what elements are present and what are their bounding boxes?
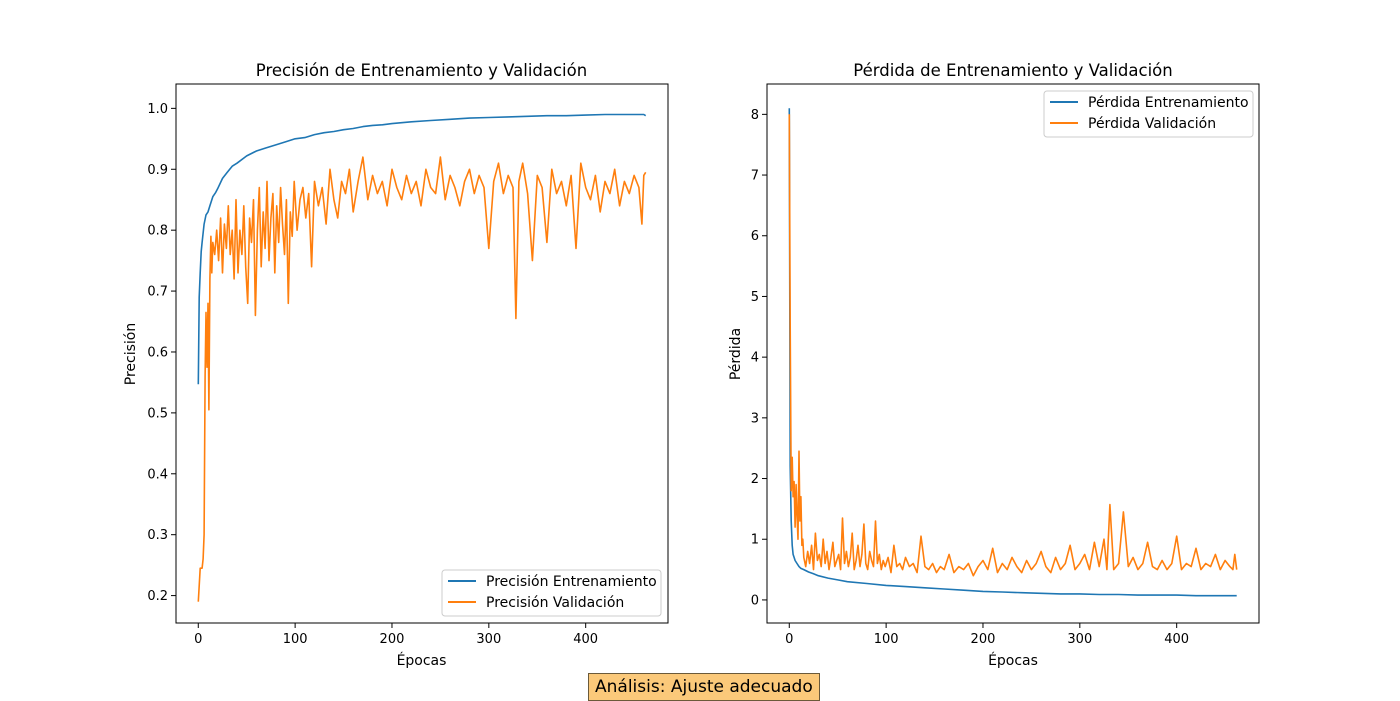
loss-legend-box [1043, 90, 1254, 138]
accuracy-x-ticks: 0 100 200 300 400 [194, 623, 598, 647]
accuracy-legend-box [441, 569, 662, 617]
accuracy-y-tick-label: 0.5 [147, 406, 168, 421]
loss-y-tick-label: 0 [751, 593, 759, 608]
loss-x-tick-label: 300 [1067, 632, 1092, 647]
accuracy-y-tick-label: 0.4 [147, 467, 168, 482]
accuracy-y-ticks: 0.2 0.3 0.4 0.5 0.6 0.7 0.8 0.9 1.0 [147, 102, 176, 604]
loss-plot-area [767, 84, 1259, 623]
accuracy-x-tick-label: 200 [380, 632, 405, 647]
loss-x-tick-label: 200 [971, 632, 996, 647]
accuracy-y-tick-label: 1.0 [147, 102, 168, 117]
loss-x-ticks: 0 100 200 300 400 [785, 623, 1189, 647]
loss-x-tick-label: 0 [785, 632, 793, 647]
loss-series-val-line [788, 114, 1238, 577]
loss-y-tick-label: 5 [751, 290, 759, 305]
accuracy-x-tick-label: 400 [573, 632, 598, 647]
accuracy-x-tick-label: 300 [476, 632, 501, 647]
loss-chart-title: Pérdida de Entrenamiento y Validación [853, 61, 1172, 80]
accuracy-plot-frame [175, 83, 669, 624]
accuracy-x-axis-label: Épocas [397, 652, 447, 669]
loss-chart: Pérdida de Entrenamiento y Validación 0 1… [728, 61, 1260, 669]
accuracy-x-tick-label: 100 [283, 632, 308, 647]
accuracy-plot-area [176, 84, 668, 623]
accuracy-legend: Precisión Entrenamiento Precisión Valida… [441, 569, 662, 617]
accuracy-series-val-line [197, 156, 647, 602]
loss-x-axis-label: Épocas [988, 652, 1038, 669]
accuracy-x-tick-label: 0 [194, 632, 202, 647]
loss-x-tick-label: 400 [1164, 632, 1189, 647]
accuracy-chart: Precisión de Entrenamiento y Validación … [123, 61, 669, 669]
loss-series-lines [788, 108, 1238, 597]
accuracy-y-tick-label: 0.2 [147, 589, 168, 604]
loss-y-tick-label: 4 [751, 351, 759, 366]
accuracy-chart-title: Precisión de Entrenamiento y Validación [256, 61, 587, 80]
loss-series-train-line [788, 108, 1237, 597]
loss-x-tick-label: 100 [874, 632, 899, 647]
analysis-label: Análisis: Ajuste adecuado [588, 673, 820, 701]
loss-legend-train-label: Pérdida Entrenamiento [1088, 95, 1249, 111]
accuracy-legend-train-label: Precisión Entrenamiento [486, 574, 657, 590]
loss-plot-frame [766, 83, 1260, 624]
loss-legend-val-label: Pérdida Validación [1088, 116, 1216, 132]
loss-y-tick-label: 2 [751, 472, 759, 487]
accuracy-y-axis-label: Precisión [123, 323, 139, 385]
accuracy-y-tick-label: 0.6 [147, 345, 168, 360]
loss-y-ticks: 0 1 2 3 4 5 6 7 8 [751, 108, 767, 608]
loss-y-tick-label: 1 [751, 533, 759, 548]
loss-legend: Pérdida Entrenamiento Pérdida Validación [1043, 90, 1254, 138]
accuracy-series-lines [197, 113, 647, 602]
accuracy-y-tick-label: 0.7 [147, 285, 168, 300]
accuracy-series-train-line [197, 113, 647, 385]
loss-y-axis-label: Pérdida [728, 328, 744, 380]
loss-y-tick-label: 8 [751, 108, 759, 123]
loss-y-tick-label: 6 [751, 229, 759, 244]
loss-y-tick-label: 7 [751, 169, 759, 184]
loss-y-tick-label: 3 [751, 411, 759, 426]
accuracy-y-tick-label: 0.3 [147, 528, 168, 543]
accuracy-legend-val-label: Precisión Validación [486, 595, 624, 611]
accuracy-y-tick-label: 0.8 [147, 224, 168, 239]
accuracy-y-tick-label: 0.9 [147, 163, 168, 178]
